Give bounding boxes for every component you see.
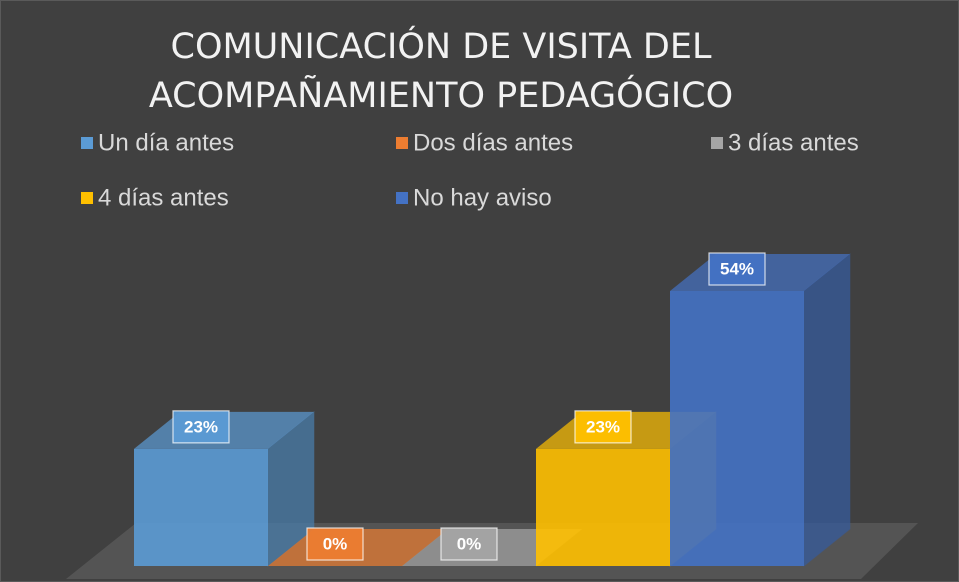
data-label-box xyxy=(574,410,632,444)
chart-title: COMUNICACIÓN DE VISITA DEL ACOMPAÑAMIENT… xyxy=(148,27,734,116)
data-label: 23% xyxy=(184,417,218,436)
legend-swatch xyxy=(711,137,723,149)
data-label-box xyxy=(172,410,230,444)
legend-swatch xyxy=(81,192,93,204)
data-label: 23% xyxy=(586,417,620,436)
data-label-box xyxy=(440,527,498,561)
legend-label: Un día antes xyxy=(98,129,234,156)
data-label: 0% xyxy=(457,534,482,553)
bar xyxy=(670,291,804,566)
legend-swatch xyxy=(396,137,408,149)
data-label-box xyxy=(306,527,364,561)
data-label: 0% xyxy=(323,534,348,553)
legend-label: 3 días antes xyxy=(728,129,859,156)
legend-swatch xyxy=(81,137,93,149)
legend-swatch xyxy=(396,192,408,204)
data-label: 54% xyxy=(720,259,754,278)
bar xyxy=(536,448,670,566)
legend-label: No hay aviso xyxy=(413,184,552,211)
legend-label: 4 días antes xyxy=(98,184,229,211)
legend-label: Dos días antes xyxy=(413,129,573,156)
data-label-box xyxy=(708,252,766,286)
bar xyxy=(134,448,268,566)
bar-side xyxy=(803,252,851,568)
